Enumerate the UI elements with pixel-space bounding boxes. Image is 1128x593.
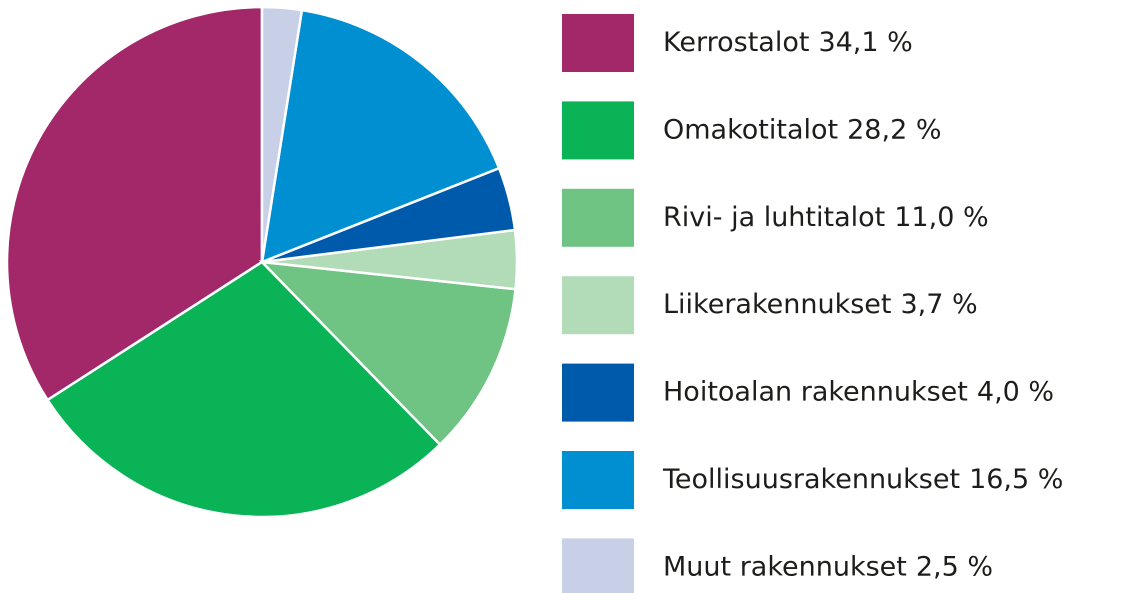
legend-name: Rivi- ja luhtitalot bbox=[663, 201, 885, 232]
legend-name: Hoitoalan rakennukset bbox=[663, 376, 968, 407]
legend-value: 2,5 % bbox=[916, 551, 993, 582]
legend-swatch bbox=[562, 538, 634, 593]
legend-swatch bbox=[562, 451, 634, 509]
legend-value: 11,0 % bbox=[894, 201, 988, 232]
legend-name: Teollisuusrakennukset bbox=[662, 464, 960, 495]
legend-label: Omakotitalot 28,2 % bbox=[663, 114, 941, 145]
legend-swatch bbox=[562, 363, 634, 422]
pie-slice bbox=[260, 8, 501, 264]
pie-slice bbox=[258, 260, 517, 447]
legend-value: 16,5 % bbox=[969, 464, 1063, 495]
legend-name: Liikerakennukset bbox=[663, 289, 892, 320]
legend-label: Rivi- ja luhtitalot 11,0 % bbox=[663, 201, 989, 232]
legend-value: 3,7 % bbox=[901, 289, 978, 320]
legend-label: Hoitoalan rakennukset 4,0 % bbox=[663, 376, 1054, 407]
legend-swatch bbox=[562, 188, 634, 247]
pie-slice bbox=[260, 5, 304, 263]
legend-swatch bbox=[562, 276, 634, 335]
legend-label: Muut rakennukset 2,5 % bbox=[663, 551, 993, 582]
legend-label: Teollisuusrakennukset 16,5 % bbox=[662, 464, 1063, 495]
legend-name: Muut rakennukset bbox=[663, 551, 907, 582]
legend-name: Omakotitalot bbox=[663, 114, 838, 145]
legend-name: Kerrostalot bbox=[663, 27, 809, 58]
legend-swatch bbox=[562, 14, 634, 72]
legend-value: 28,2 % bbox=[847, 114, 941, 145]
legend-value: 34,1 % bbox=[818, 27, 912, 58]
legend-label: Liikerakennukset 3,7 % bbox=[663, 289, 978, 320]
legend-swatch bbox=[562, 101, 634, 160]
pie-slice bbox=[45, 260, 442, 519]
legend-value: 4,0 % bbox=[977, 376, 1054, 407]
legend-label: Kerrostalot 34,1 % bbox=[663, 27, 913, 58]
